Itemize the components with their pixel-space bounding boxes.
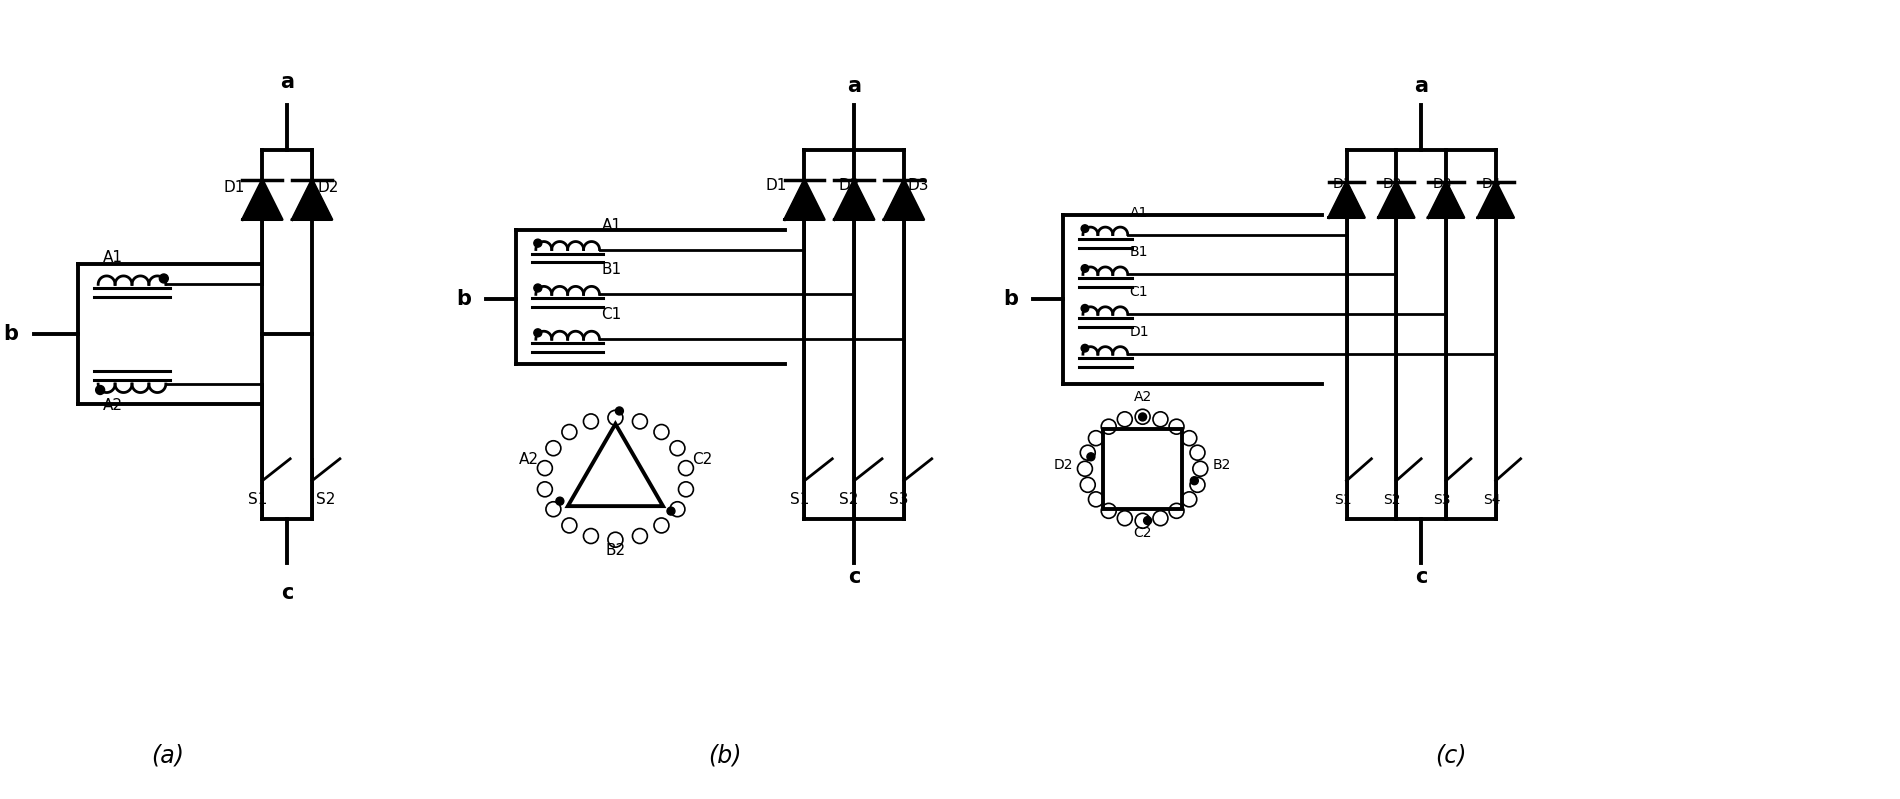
Polygon shape (785, 180, 825, 220)
Polygon shape (884, 180, 923, 220)
Text: (c): (c) (1434, 744, 1467, 768)
Polygon shape (1478, 181, 1514, 217)
Polygon shape (1378, 181, 1414, 217)
Text: S4: S4 (1484, 493, 1501, 507)
Text: D2: D2 (1053, 458, 1074, 471)
Text: D2: D2 (838, 177, 861, 193)
Text: B1: B1 (1130, 245, 1148, 260)
Text: D3: D3 (908, 177, 929, 193)
Text: C2: C2 (692, 451, 712, 467)
Text: B1: B1 (602, 262, 621, 277)
Text: S3: S3 (1433, 493, 1452, 507)
Text: D2: D2 (1383, 177, 1402, 191)
Text: A1: A1 (103, 250, 124, 265)
Text: b: b (1003, 289, 1018, 309)
Polygon shape (1429, 181, 1463, 217)
Polygon shape (1328, 181, 1364, 217)
Text: C2: C2 (1134, 526, 1151, 539)
Text: S1: S1 (790, 491, 809, 507)
Text: C1: C1 (602, 308, 621, 322)
Circle shape (534, 284, 542, 292)
Circle shape (160, 274, 169, 283)
Text: c: c (1416, 567, 1427, 587)
Text: a: a (847, 76, 861, 96)
Text: A2: A2 (1134, 390, 1151, 404)
Text: D2: D2 (317, 180, 338, 195)
Polygon shape (243, 180, 283, 220)
Circle shape (1087, 453, 1094, 461)
Text: S2: S2 (315, 491, 336, 507)
Text: B2: B2 (606, 543, 625, 559)
Text: (a): (a) (152, 744, 184, 768)
Text: A1: A1 (1130, 205, 1148, 220)
Circle shape (1144, 517, 1151, 525)
Circle shape (534, 329, 542, 337)
Circle shape (616, 407, 623, 415)
Text: (b): (b) (709, 744, 741, 768)
Circle shape (1081, 264, 1089, 272)
Text: S3: S3 (889, 491, 908, 507)
Circle shape (1081, 225, 1089, 233)
Text: D1: D1 (1130, 325, 1150, 340)
Circle shape (1081, 304, 1089, 312)
Text: D4: D4 (1482, 177, 1501, 191)
Circle shape (557, 497, 564, 505)
Text: D1: D1 (1332, 177, 1353, 191)
Text: D1: D1 (766, 177, 787, 193)
Circle shape (95, 385, 104, 395)
Text: S2: S2 (840, 491, 859, 507)
Text: b: b (456, 289, 471, 309)
Text: D3: D3 (1433, 177, 1452, 191)
Text: A2: A2 (519, 451, 540, 467)
Circle shape (534, 239, 542, 247)
Text: a: a (279, 72, 294, 92)
Polygon shape (834, 180, 874, 220)
Circle shape (1191, 477, 1199, 485)
Circle shape (1081, 344, 1089, 352)
Circle shape (1138, 413, 1146, 421)
Text: A2: A2 (103, 398, 124, 413)
Text: C1: C1 (1130, 285, 1148, 300)
Text: D1: D1 (224, 180, 245, 195)
Text: S2: S2 (1383, 493, 1400, 507)
Text: A1: A1 (602, 217, 621, 233)
Text: S1: S1 (1334, 493, 1351, 507)
Text: B2: B2 (1212, 458, 1231, 471)
Polygon shape (293, 180, 332, 220)
Text: c: c (281, 583, 293, 603)
Text: S1: S1 (247, 491, 268, 507)
Text: c: c (847, 567, 861, 587)
Circle shape (667, 507, 674, 515)
Text: b: b (4, 324, 19, 344)
Text: a: a (1414, 76, 1429, 96)
